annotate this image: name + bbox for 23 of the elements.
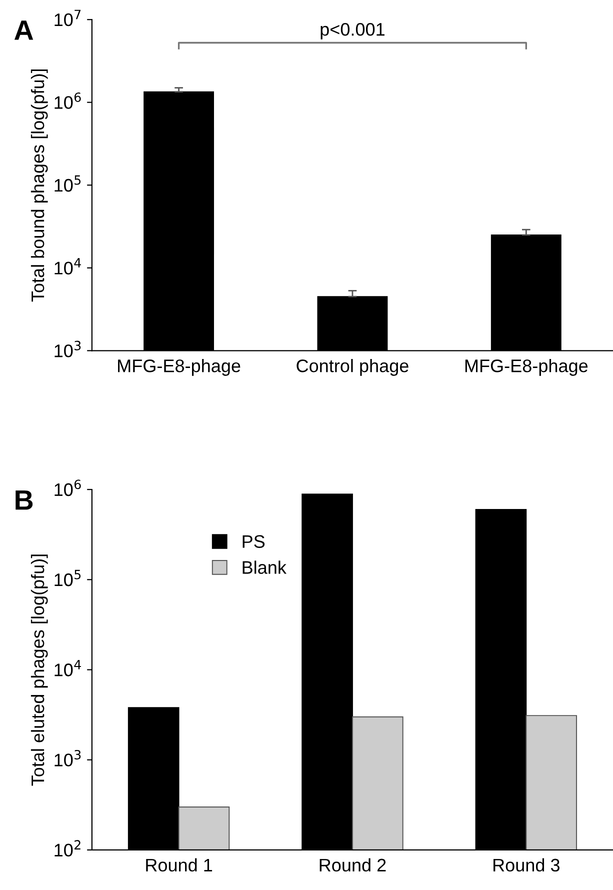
annotation: p<0.001 xyxy=(320,22,384,40)
legend-label: Blank xyxy=(242,560,286,574)
x-tick-label: Round 1 xyxy=(146,858,212,872)
y-tick-label: 10$^{6}$ xyxy=(54,480,81,496)
y-tick-label: 10$^{4}$ xyxy=(54,660,81,676)
x-tick-label: Round 2 xyxy=(320,858,386,872)
x-tick-label: MFG-E8-phage xyxy=(465,358,588,376)
y-tick-label: 10$^{5}$ xyxy=(54,570,81,586)
chart-title: B xyxy=(16,490,33,510)
y-tick-label: 10$^{7}$ xyxy=(54,10,81,26)
legend-label: PS xyxy=(242,535,265,548)
y-tick-label: 10$^{3}$ xyxy=(54,750,81,766)
x-tick-label: Round 3 xyxy=(494,858,560,872)
y-tick-label: 10$^{5}$ xyxy=(54,175,81,192)
y-tick-label: 10$^{4}$ xyxy=(54,258,81,274)
x-tick-label: MFG-E8-phage xyxy=(118,358,240,376)
y-axis-title: Total eluted phages [log(pfu)] xyxy=(30,554,48,786)
y-tick-label: 10$^{6}$ xyxy=(54,92,81,109)
y-tick-label: 10$^{2}$ xyxy=(54,840,80,857)
x-tick-label: Control phage xyxy=(296,358,408,376)
chart-title: A xyxy=(14,20,34,40)
y-tick-label: 10$^{3}$ xyxy=(54,340,81,358)
y-axis-title: Total bound phages [log(pfu)] xyxy=(30,69,48,302)
